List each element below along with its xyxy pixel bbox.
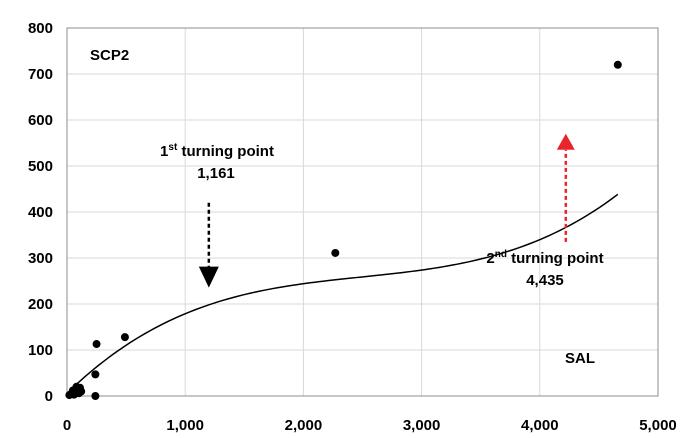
x-tick-label: 2,000 (285, 417, 323, 434)
y-tick-label: 200 (28, 296, 53, 313)
tick-labels: 0 100 200 300 400 500 600 700 800 0 1,000 2,000 3,00… (28, 20, 677, 434)
trendline-layer (66, 193, 619, 394)
data-point (331, 248, 340, 257)
y-tick-label: 300 (28, 250, 53, 267)
arrows-layer (198, 133, 575, 288)
data-point (91, 392, 100, 400)
x-tick-label: 1,000 (166, 417, 204, 434)
y-tick-label: 700 (28, 66, 53, 83)
x-tick-label: 3,000 (403, 417, 441, 434)
y-tick-label: 400 (28, 204, 53, 221)
data-point (120, 333, 129, 342)
first-turning-point-arrow-head (198, 266, 219, 288)
second-turning-point-value: 4,435 (526, 272, 564, 289)
points-layer (65, 60, 622, 400)
data-point (613, 60, 622, 69)
data-point (77, 387, 86, 396)
x-tick-label: 5,000 (639, 417, 677, 434)
y-tick-label: 0 (45, 388, 53, 405)
x-tick-label: 4,000 (521, 417, 559, 434)
y-tick-label: 600 (28, 112, 53, 129)
trendline (66, 193, 619, 394)
second-turning-point-label: 2nd turning point (486, 249, 603, 267)
plot-frame (66, 27, 659, 397)
data-point (91, 370, 100, 379)
x-tick-label: 0 (63, 417, 71, 434)
gridlines (66, 27, 659, 397)
second-turning-point-arrow-head (556, 133, 575, 150)
first-turning-point-value: 1,161 (197, 165, 235, 182)
y-tick-label: 500 (28, 158, 53, 175)
data-point (92, 340, 101, 349)
var-label-scp2: SCP2 (90, 47, 129, 64)
y-tick-label: 100 (28, 342, 53, 359)
y-tick-label: 800 (28, 20, 53, 37)
axis-label-sal: SAL (565, 350, 595, 367)
first-turning-point-label: 1st turning point (160, 142, 274, 160)
